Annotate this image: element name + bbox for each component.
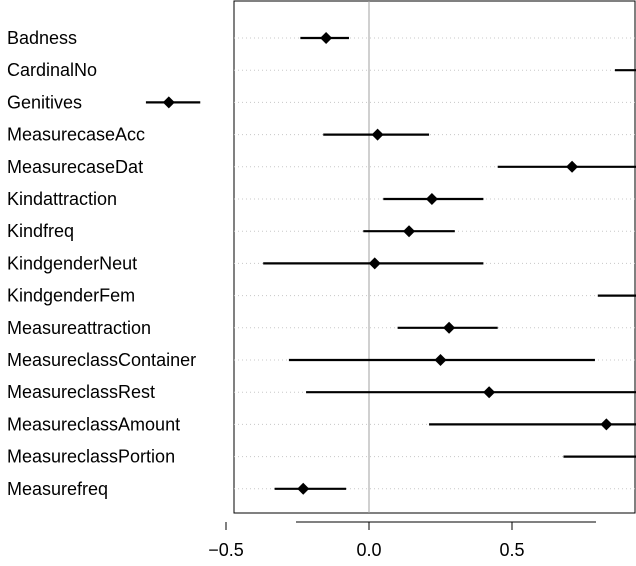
category-label: CardinalNo: [7, 60, 97, 80]
plot-frame: [233, 0, 636, 514]
x-tick-label: −0.5: [208, 540, 244, 560]
category-label: MeasureclassRest: [7, 382, 155, 402]
estimate-point: [566, 160, 579, 173]
category-label: MeasureclassAmount: [7, 414, 180, 434]
estimate-point: [403, 225, 416, 238]
category-label: MeasurecaseAcc: [7, 125, 145, 145]
category-label: MeasurecaseDat: [7, 157, 143, 177]
estimate-point: [443, 321, 456, 334]
x-axis: −0.50.00.51.01.5: [208, 521, 596, 560]
estimate-point: [320, 32, 333, 44]
estimate-point: [483, 386, 496, 399]
estimate-point: [162, 96, 175, 109]
category-label: Badness: [7, 28, 77, 48]
estimate-point: [425, 193, 438, 205]
category-label: KindgenderNeut: [7, 253, 137, 273]
estimate-point: [297, 482, 310, 495]
estimate-point: [434, 354, 447, 366]
estimate-point: [371, 128, 384, 141]
x-tick-label: 0.0: [356, 540, 381, 560]
category-label: Kindfreq: [7, 221, 74, 241]
category-label: Genitives: [7, 92, 82, 112]
category-label: MeasureclassContainer: [7, 350, 196, 370]
estimate-point: [600, 418, 613, 431]
category-label: MeasureclassPortion: [7, 447, 175, 467]
category-label: Kindattraction: [7, 189, 117, 209]
estimate-point: [368, 257, 381, 270]
category-label: KindgenderFem: [7, 286, 135, 306]
category-label: Measureattraction: [7, 318, 151, 338]
category-labels: Badness CardinalNo Genitives MeasurecaseAcc…: [7, 28, 196, 499]
category-label: Measurefreq: [7, 479, 108, 499]
x-tick-label: 0.5: [499, 540, 524, 560]
estimate-points: [162, 32, 613, 495]
